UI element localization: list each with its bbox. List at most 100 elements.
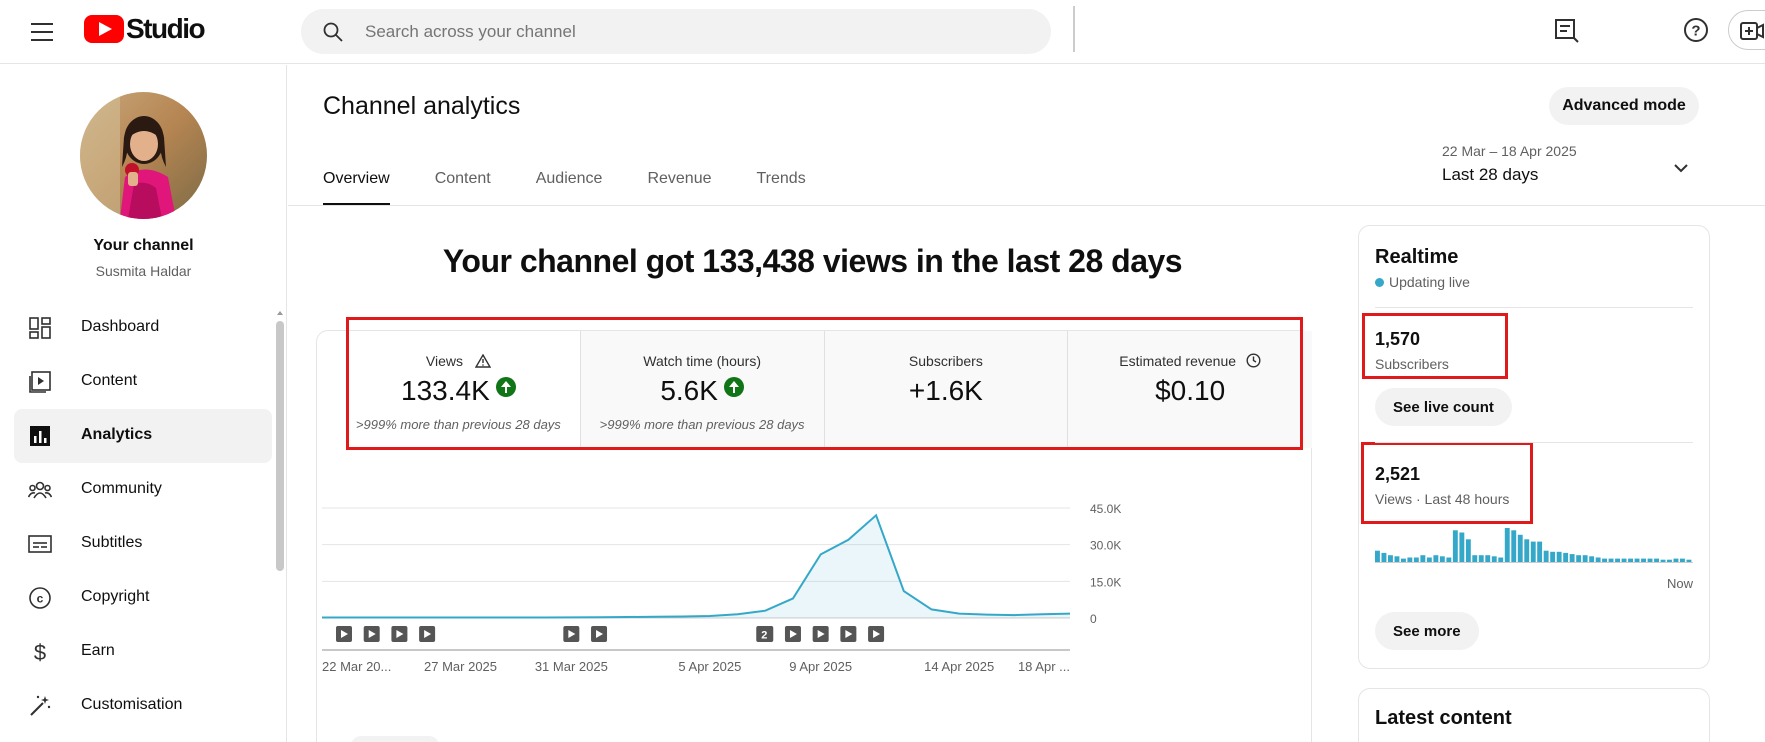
scroll-up-icon[interactable] xyxy=(276,309,284,317)
search-icon[interactable] xyxy=(321,20,345,44)
realtime-bar xyxy=(1686,559,1692,562)
divider xyxy=(1375,307,1693,308)
sidebar-item-label: Subtitles xyxy=(81,534,143,551)
sidebar-item-earn[interactable]: $ Earn xyxy=(14,625,272,679)
warning-icon[interactable] xyxy=(474,353,492,368)
realtime-card: Realtime Updating live 1,570 Subscribers… xyxy=(1358,225,1710,669)
latest-content-title: Latest content xyxy=(1375,707,1512,729)
metric-label: Estimated revenue xyxy=(1119,353,1237,369)
y-tick-label: 30.0K xyxy=(1090,539,1121,553)
realtime-bar xyxy=(1413,557,1419,562)
channel-title: Your channel xyxy=(93,237,194,254)
metric-label: Watch time (hours) xyxy=(643,353,761,369)
play-icon xyxy=(368,630,376,638)
tab-content[interactable]: Content xyxy=(434,170,491,187)
create-button[interactable] xyxy=(1728,10,1765,50)
metric-subscribers[interactable]: Subscribers +1.6K xyxy=(824,331,1069,448)
earn-icon: $ xyxy=(34,640,46,664)
youtube-play-icon xyxy=(84,15,124,43)
realtime-subscribers-label: Subscribers xyxy=(1375,356,1449,372)
now-label: Now xyxy=(1666,576,1693,591)
sidebar-item-subtitles[interactable]: Subtitles xyxy=(14,517,272,571)
tab-revenue[interactable]: Revenue xyxy=(647,170,712,187)
views-headline: Your channel got 133,438 views in the la… xyxy=(442,243,1183,279)
y-tick-label: 0 xyxy=(1090,612,1097,626)
overview-card: Views 133.4K >999% more than previous 28… xyxy=(316,330,1312,742)
realtime-bar xyxy=(1375,550,1380,562)
metric-views[interactable]: Views 133.4K >999% more than previous 28… xyxy=(337,331,581,448)
realtime-bar xyxy=(1680,558,1685,562)
realtime-bar-chart[interactable] xyxy=(1375,526,1693,596)
metric-revenue[interactable]: Estimated revenue $0.10 xyxy=(1068,331,1312,448)
play-icon xyxy=(341,630,348,638)
feedback-icon[interactable] xyxy=(1552,16,1580,44)
menu-icon[interactable] xyxy=(26,17,60,47)
date-range-label: Last 28 days xyxy=(1442,165,1539,184)
sidebar-item-dashboard[interactable]: Dashboard xyxy=(14,301,272,355)
sidebar-item-content[interactable]: Content xyxy=(14,355,272,409)
date-range-dates: 22 Mar – 18 Apr 2025 xyxy=(1442,143,1577,159)
realtime-bar xyxy=(1647,558,1653,562)
search-bar[interactable] xyxy=(301,9,1051,54)
sidebar-nav: Dashboard Content Analytics xyxy=(14,301,272,733)
clock-icon[interactable] xyxy=(1246,353,1261,368)
metric-tabs: Views 133.4K >999% more than previous 28… xyxy=(337,331,1312,448)
tabs-divider xyxy=(288,205,1765,206)
sidebar-item-customisation[interactable]: Customisation xyxy=(14,679,272,733)
realtime-bar xyxy=(1660,559,1666,562)
analytics-icon xyxy=(30,426,50,446)
metric-value: 133.4K xyxy=(401,375,490,406)
realtime-bar xyxy=(1485,555,1491,562)
sidebar-item-copyright[interactable]: c Copyright xyxy=(14,571,272,625)
advanced-mode-button[interactable]: Advanced mode xyxy=(1549,87,1699,125)
realtime-bar xyxy=(1673,558,1679,562)
latest-content-card: Latest content xyxy=(1358,688,1710,742)
sidebar-item-analytics[interactable]: Analytics xyxy=(14,409,272,463)
realtime-bar xyxy=(1433,555,1439,562)
views-area xyxy=(322,515,1070,618)
realtime-bar xyxy=(1654,558,1659,562)
help-icon[interactable]: ? xyxy=(1682,16,1710,44)
sidebar-item-community[interactable]: Community xyxy=(14,463,272,517)
date-range-picker[interactable]: 22 Mar – 18 Apr 2025 Last 28 days xyxy=(1442,143,1712,193)
search-input[interactable] xyxy=(365,9,1025,54)
y-tick-label: 45.0K xyxy=(1090,502,1121,516)
sidebar: Your channel Susmita Haldar Dashboard Co… xyxy=(0,65,287,742)
realtime-bar xyxy=(1394,556,1400,562)
see-more-button[interactable]: See more xyxy=(1375,612,1479,650)
realtime-bar xyxy=(1634,558,1640,562)
realtime-bar xyxy=(1556,551,1562,562)
realtime-bar xyxy=(1439,556,1445,562)
video-group-count: 2 xyxy=(761,630,767,642)
studio-logo[interactable]: Studio xyxy=(84,13,206,45)
metric-watch-time[interactable]: Watch time (hours) 5.6K >999% more than … xyxy=(580,331,825,448)
channel-avatar[interactable] xyxy=(80,92,207,219)
sidebar-scrollbar[interactable] xyxy=(276,309,284,577)
tab-trends[interactable]: Trends xyxy=(756,170,806,187)
divider xyxy=(1375,442,1693,443)
subtitles-icon xyxy=(28,535,52,553)
realtime-bar xyxy=(1608,558,1614,562)
realtime-bar xyxy=(1407,557,1413,562)
realtime-bar xyxy=(1381,552,1387,562)
sidebar-item-label: Content xyxy=(81,372,138,389)
tab-overview[interactable]: Overview xyxy=(323,170,390,206)
realtime-bar xyxy=(1563,552,1569,562)
metric-label: Views xyxy=(425,353,463,369)
metric-value: $0.10 xyxy=(1155,375,1226,406)
see-more-pill[interactable] xyxy=(351,736,439,742)
metric-label: Subscribers xyxy=(908,353,983,369)
x-tick-label: 9 Apr 2025 xyxy=(789,659,852,674)
tab-audience[interactable]: Audience xyxy=(535,170,603,187)
realtime-bar xyxy=(1524,539,1530,562)
see-live-count-button[interactable]: See live count xyxy=(1375,388,1512,426)
realtime-bar xyxy=(1602,558,1607,562)
scrollbar-thumb[interactable] xyxy=(276,321,284,571)
views-line xyxy=(322,513,1071,619)
realtime-bar xyxy=(1530,541,1536,562)
realtime-bar xyxy=(1498,557,1504,562)
metric-value: 5.6K xyxy=(660,375,718,406)
page-title: Channel analytics xyxy=(323,92,521,120)
sidebar-item-label: Analytics xyxy=(81,426,153,443)
views-chart[interactable]: 45.0K 30.0K 15.0K 0 2 22 Mar 20... 27 Mar 2025… xyxy=(316,500,1276,710)
